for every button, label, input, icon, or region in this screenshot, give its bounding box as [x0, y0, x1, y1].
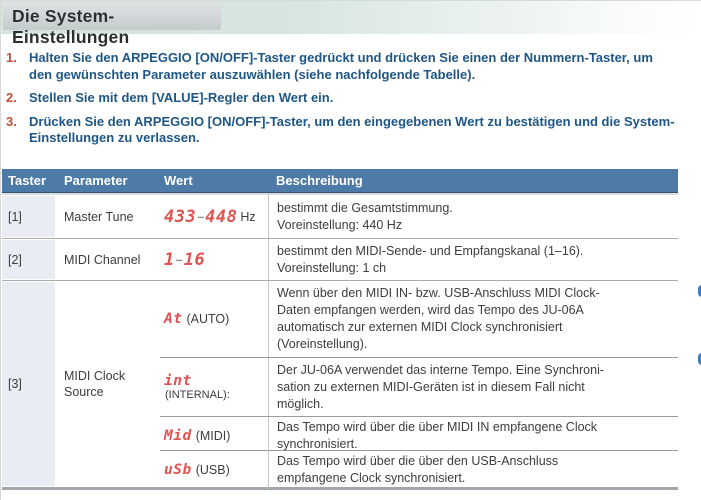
instruction-step-3: 3. Drücken Sie den ARPEGGIO [ON/OFF]-Tas… [6, 114, 698, 147]
led-value: 1 [164, 249, 175, 270]
led-value: 433 [164, 206, 197, 227]
unit-label: Hz [240, 209, 256, 224]
option-label: (INTERNAL): [165, 388, 230, 401]
taster-cell: [2] [2, 240, 55, 279]
instruction-step-1: 1. Halten Sie den ARPEGGIO [ON/OFF]-Tast… [6, 50, 698, 83]
parameter-cell: Master Tune [64, 209, 134, 224]
step-text: Drücken Sie den ARPEGGIO [ON/OFF]-Taster… [29, 113, 675, 146]
beschreibung-cell: Der JU-06A verwendet das interne Tempo. … [268, 358, 678, 416]
instruction-step-2: 2. Stellen Sie mit dem [VALUE]-Regler de… [6, 90, 698, 107]
led-value: 448 [205, 206, 238, 227]
title-band: Die System-Einstellungen [1, 1, 701, 47]
led-value: Mid [164, 428, 192, 444]
table-row-midi-clock-source: [3] MIDI Clock Source At (AUTO) Wenn über… [2, 280, 678, 489]
option-label: (USB) [195, 463, 230, 477]
header-divider [2, 193, 678, 195]
beschreibung-cell: Das Tempo wird über die über MIDI IN emp… [268, 417, 678, 455]
wert-cell: At (AUTO) [160, 281, 268, 357]
taster-cell: [3] [2, 282, 55, 486]
header-cell-beschreibung: Beschreibung [276, 173, 363, 188]
option-row-internal: int (INTERNAL): Der JU-06A verwendet das… [160, 357, 678, 416]
wert-cell: uSb (USB) [160, 451, 268, 489]
step-text: Halten Sie den ARPEGGIO [ON/OFF]-Taster … [29, 50, 653, 82]
option-subrows: At (AUTO) Wenn über den MIDI IN- bzw. USB… [160, 281, 678, 489]
table-header-row: Taster Parameter Wert Beschreibung [2, 169, 678, 193]
step-number: 1. [6, 50, 17, 65]
wert-cell: 1–16 [160, 239, 268, 280]
beschreibung-cell: bestimmt den MIDI-Sende- und Empfangskan… [268, 239, 678, 280]
parameter-cell: MIDI Channel [64, 252, 141, 267]
beschreibung-cell: Das Tempo wird über die über den USB-Ans… [268, 451, 678, 489]
parameter-cell: MIDI Clock Source [64, 369, 126, 399]
range-dash: – [197, 209, 205, 224]
page-edge-accent-icon [698, 353, 701, 365]
beschreibung-cell: Wenn über den MIDI IN- bzw. USB-Anschlus… [268, 281, 678, 357]
instruction-steps: 1. Halten Sie den ARPEGGIO [ON/OFF]-Tast… [6, 50, 698, 154]
wert-cell: int (INTERNAL): [160, 358, 268, 416]
step-number: 3. [6, 113, 17, 129]
step-number: 2. [6, 90, 17, 105]
led-value: uSb [164, 462, 192, 478]
table-row-midi-channel: [2] MIDI Channel 1–16 bestimmt den MIDI-… [2, 238, 678, 280]
led-value: At [164, 311, 183, 327]
page-edge-accent-icon [698, 285, 701, 297]
page-title: Die System-Einstellungen [3, 3, 221, 47]
range-dash: – [175, 252, 183, 267]
option-label: (AUTO) [186, 312, 230, 326]
settings-table: Taster Parameter Wert Beschreibung [1] M… [2, 169, 678, 490]
option-row-usb: uSb (USB) Das Tempo wird über die über de… [160, 450, 678, 489]
step-text: Stellen Sie mit dem [VALUE]-Regler den W… [29, 90, 334, 105]
led-value: 16 [183, 249, 206, 270]
header-cell-parameter: Parameter [64, 173, 128, 188]
table-row-master-tune: [1] Master Tune 433–448 Hz bestimmt die G… [2, 195, 678, 238]
wert-cell: 433–448 Hz [160, 195, 268, 238]
beschreibung-cell: bestimmt die Gesamtstimmung. Voreinstell… [268, 195, 678, 238]
header-cell-taster: Taster [8, 173, 47, 188]
taster-cell: [1] [2, 196, 55, 237]
option-row-auto: At (AUTO) Wenn über den MIDI IN- bzw. USB… [160, 281, 678, 357]
header-cell-wert: Wert [164, 173, 193, 188]
option-label: (MIDI) [195, 429, 231, 443]
led-value: int [164, 372, 192, 389]
wert-cell: Mid (MIDI) [160, 417, 268, 455]
option-row-midi: Mid (MIDI) Das Tempo wird über die über M… [160, 416, 678, 455]
